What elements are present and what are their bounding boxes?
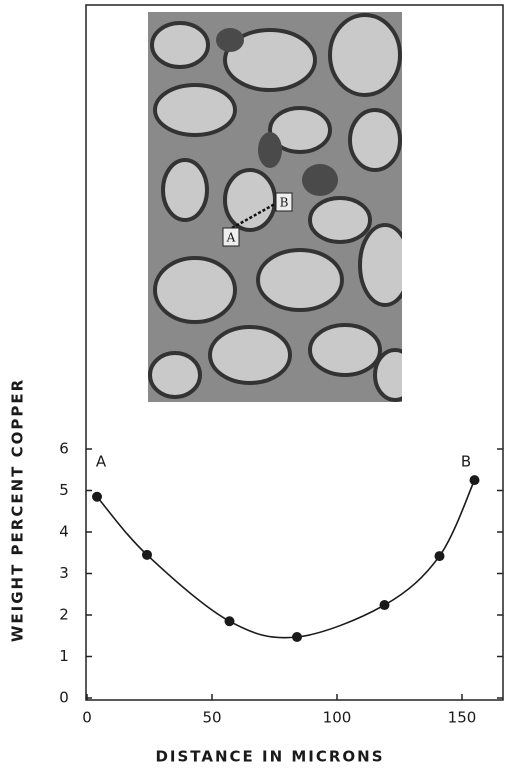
micrograph-label: A: [226, 231, 236, 245]
micrograph-label: B: [280, 196, 289, 210]
y-tick-label: 1: [59, 647, 69, 665]
data-point: [224, 616, 235, 627]
annotation: A: [96, 453, 107, 471]
data-point: [434, 551, 445, 562]
x-tick-label: 0: [82, 709, 92, 727]
micrograph: A B: [148, 12, 402, 402]
y-tick-label: 4: [59, 523, 69, 541]
curve: [96, 479, 476, 639]
annotation: B: [461, 453, 471, 471]
data-point: [379, 600, 390, 611]
y-axis-title: WEIGHT PERCENT COPPER: [9, 378, 27, 642]
data-point: [142, 549, 152, 560]
plot-frame: [85, 4, 504, 701]
x-tick-label: 100: [323, 709, 352, 727]
data-point: [292, 631, 302, 642]
y-tick-label: 5: [59, 481, 69, 499]
y-tick-label: 6: [59, 440, 69, 458]
y-tick-label: 0: [59, 689, 69, 707]
x-tick-label: 150: [448, 709, 477, 727]
x-axis-title: DISTANCE IN MICRONS: [155, 748, 384, 766]
y-tick-label: 2: [59, 606, 69, 624]
y-tick-label: 3: [59, 564, 69, 582]
data-point: [469, 475, 480, 486]
data-point: [92, 491, 102, 502]
x-tick-label: 50: [202, 709, 221, 727]
